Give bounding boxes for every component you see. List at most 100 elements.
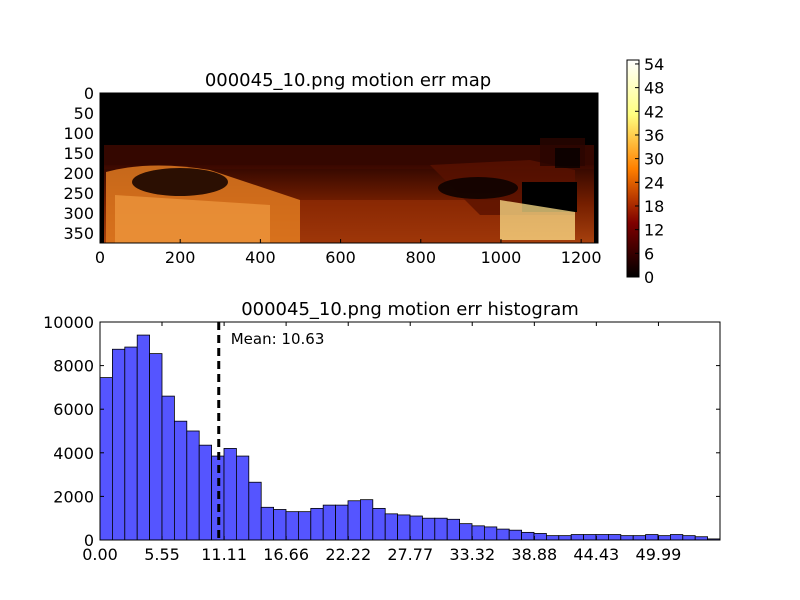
map-y-tick-label: 300	[63, 204, 94, 223]
histogram-bar	[434, 517, 448, 541]
histogram-x-tick-label: 27.77	[387, 545, 433, 564]
histogram-bar	[459, 523, 473, 541]
histogram-title: 000045_10.png motion err histogram	[241, 299, 579, 320]
histogram-y-tick-label: 2000	[53, 487, 94, 506]
histogram-bar	[161, 395, 175, 541]
colorbar-tick-label: 36	[644, 126, 664, 145]
histogram-bar	[335, 504, 349, 541]
histogram-x-tick-label: 22.22	[325, 545, 371, 564]
histogram-x-tick-label: 49.99	[636, 545, 682, 564]
histogram-x-tick-label: 5.55	[144, 545, 180, 564]
colorbar-tick-label: 42	[644, 102, 664, 121]
histogram-bar	[682, 535, 696, 541]
histogram-x-tick-label: 44.43	[573, 545, 619, 564]
histogram-bar	[645, 534, 659, 541]
histogram-bar	[124, 346, 138, 541]
histogram-x-tick-label: 33.32	[449, 545, 495, 564]
histogram-bar	[583, 534, 597, 541]
histogram-bar	[347, 500, 361, 541]
error-map-image	[100, 93, 598, 243]
histogram-bar	[608, 534, 622, 541]
map-x-tick-label: 0	[95, 248, 105, 267]
map-y-tick-label: 50	[74, 104, 94, 123]
histogram-bar	[657, 535, 671, 541]
histogram-bar	[496, 528, 510, 541]
histogram-bar	[186, 430, 200, 541]
histogram-bar	[99, 377, 113, 541]
histogram-bar	[670, 534, 684, 541]
histogram-bar	[595, 534, 609, 541]
histogram-bar	[310, 507, 324, 541]
map-x-tick-label: 800	[405, 248, 436, 267]
histogram-panel: 000045_10.png motion err histogram 0 2000…	[43, 299, 721, 564]
histogram-bar	[273, 509, 287, 541]
histogram-bar	[235, 455, 250, 541]
histogram-bar	[260, 506, 275, 541]
map-y-tick-label: 350	[63, 224, 94, 243]
histogram-bar	[620, 535, 634, 541]
map-y-tick-label: 250	[63, 184, 94, 203]
histogram-bar	[297, 511, 312, 541]
histogram-bar	[533, 533, 547, 541]
map-y-tick-label: 150	[63, 144, 94, 163]
histogram-bar	[149, 353, 163, 541]
map-y-tick-label: 100	[63, 124, 94, 143]
histogram-y-tick-label: 4000	[53, 444, 94, 463]
histogram-x-tick-label: 38.88	[511, 545, 557, 564]
colorbar-tick-label: 18	[644, 197, 664, 216]
colorbar: 0 6 12 18 24 30 36 42 48 54	[626, 55, 664, 287]
map-y-tick-label: 0	[84, 84, 94, 103]
map-x-tick-label: 200	[165, 248, 196, 267]
histogram-bar	[546, 535, 560, 541]
map-x-axis: 0 200 400 600 800 1000 1200	[95, 239, 602, 267]
colorbar-tick-label: 54	[644, 55, 664, 74]
histogram-y-axis: 0 2000 4000 6000 8000 10000	[43, 313, 720, 550]
histogram-bar	[483, 526, 498, 541]
histogram-x-axis: 0.00 5.55 11.11 16.66 22.22 27.77 33.32 38.88 44…	[82, 322, 681, 564]
histogram-bar	[372, 507, 386, 541]
histogram-x-tick-label: 16.66	[263, 545, 309, 564]
colorbar-tick-label: 24	[644, 173, 664, 192]
colorbar-tick-label: 48	[644, 79, 664, 98]
histogram-x-tick-label: 11.11	[201, 545, 247, 564]
histogram-bar	[322, 504, 337, 541]
colorbar-tick-label: 0	[644, 268, 654, 287]
map-x-tick-label: 600	[325, 248, 356, 267]
histogram-bar	[570, 534, 585, 541]
histogram-bar	[409, 515, 423, 541]
mean-label: Mean: 10.63	[231, 330, 325, 348]
map-frame	[99, 92, 599, 244]
histogram-bar	[558, 535, 572, 541]
histogram-bar	[508, 529, 523, 541]
colorbar-ticks: 0 6 12 18 24 30 36 42 48 54	[635, 55, 664, 287]
map-x-tick-label: 1000	[481, 248, 522, 267]
histogram-bar	[112, 348, 126, 541]
histogram-bar	[521, 531, 535, 541]
histogram-bar	[471, 525, 485, 541]
histogram-bar	[248, 481, 262, 541]
map-title: 000045_10.png motion err map	[205, 70, 491, 91]
colorbar-tick-label: 6	[644, 244, 654, 263]
histogram-bar	[173, 420, 188, 541]
histogram-bars	[99, 334, 721, 541]
histogram-bar	[198, 444, 212, 541]
error-map-panel: 000045_10.png motion err map 05010015020…	[63, 55, 664, 287]
map-x-tick-label: 400	[245, 248, 276, 267]
colorbar-tick-label: 12	[644, 221, 664, 240]
histogram-x-tick-label: 0.00	[82, 545, 118, 564]
histogram-bar	[223, 448, 237, 541]
histogram-bar	[285, 511, 299, 541]
map-x-tick-label: 1200	[561, 248, 602, 267]
histogram-bar	[446, 518, 461, 541]
map-y-tick-label: 200	[63, 164, 94, 183]
histogram-bar	[359, 499, 374, 541]
histogram-frame	[99, 321, 721, 541]
histogram-y-tick-label: 0	[84, 531, 94, 550]
histogram-y-tick-label: 6000	[53, 400, 94, 419]
histogram-y-tick-label: 8000	[53, 357, 94, 376]
histogram-bar	[384, 513, 399, 541]
histogram-bar	[421, 517, 436, 541]
colorbar-tick-label: 30	[644, 150, 664, 169]
